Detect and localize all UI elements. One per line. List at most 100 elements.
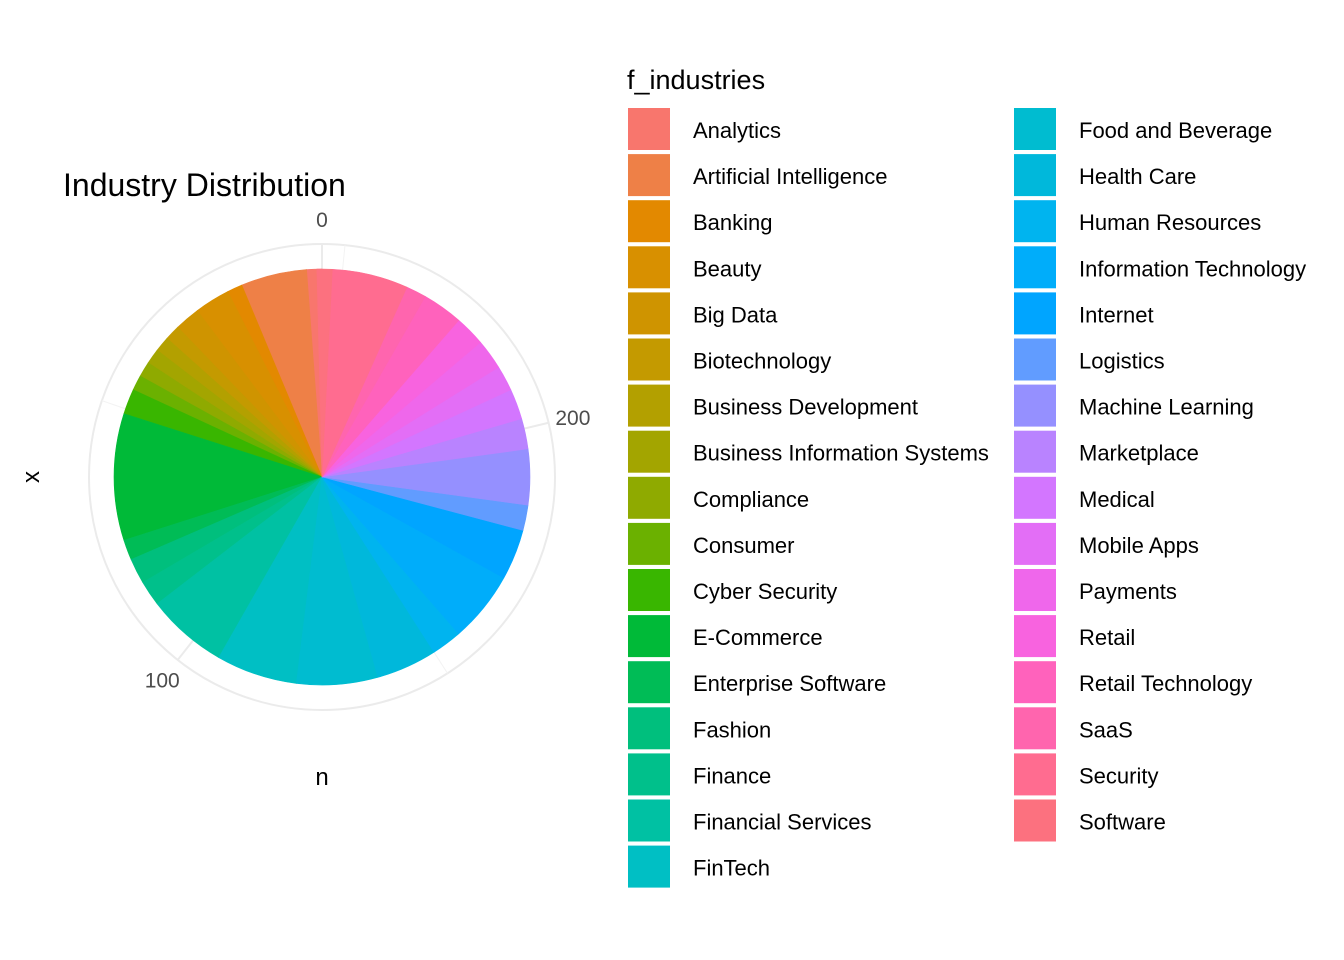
legend-key-swatch [628,384,670,427]
legend-key-swatch [1014,522,1056,565]
legend-item-label: Human Resources [1079,210,1261,235]
legend-item-enterprise-software: Enterprise Software [628,661,886,704]
legend-key-swatch [628,569,670,611]
legend-item-food-and-beverage: Food and Beverage [1014,108,1272,150]
legend-item-label: Retail Technology [1079,671,1252,696]
legend-item-analytics: Analytics [628,108,781,150]
x-axis-label: n [315,764,328,791]
legend-item-retail-technology: Retail Technology [1014,661,1252,704]
legend-item-finance: Finance [628,753,771,796]
legend-item-banking: Banking [628,200,773,243]
legend-item-business-information-systems: Business Information Systems [628,430,989,473]
legend-item-label: Artificial Intelligence [693,164,887,189]
legend-key-swatch [1014,707,1056,750]
legend-item-label: Enterprise Software [693,671,886,696]
legend-key-swatch [1014,615,1056,658]
legend-item-label: Security [1079,763,1158,788]
legend-key-swatch [1014,384,1056,427]
legend-key-swatch [628,845,670,888]
legend-item-label: Business Information Systems [693,441,989,466]
legend-item-label: Finance [693,763,771,788]
legend-item-artificial-intelligence: Artificial Intelligence [628,154,887,197]
legend-key-swatch [628,338,670,381]
legend-item-human-resources: Human Resources [1014,200,1261,243]
legend-item-label: Internet [1079,302,1154,327]
legend-item-big-data: Big Data [628,292,778,335]
legend-item-label: Information Technology [1079,256,1306,281]
legend-key-swatch [628,476,670,519]
legend-key-swatch [628,799,670,842]
legend-item-software: Software [1014,799,1166,842]
legend-item-security: Security [1014,753,1158,796]
legend-item-saas: SaaS [1014,707,1133,750]
legend-key-swatch [628,661,670,704]
legend-item-machine-learning: Machine Learning [1014,384,1254,427]
legend-item-biotechnology: Biotechnology [628,338,831,381]
legend-item-medical: Medical [1014,476,1155,519]
legend-key-swatch [628,108,670,150]
legend-item-compliance: Compliance [628,476,809,519]
pie-slice-software [316,268,333,478]
legend-item-label: FinTech [693,856,770,881]
legend-item-financial-services: Financial Services [628,799,872,842]
legend-key-swatch [628,707,670,750]
legend-item-label: Compliance [693,487,809,512]
legend-item-label: Health Care [1079,164,1196,189]
legend-item-internet: Internet [1014,292,1154,335]
legend-key-swatch [1014,200,1056,243]
theta-tick-label: 200 [555,407,590,430]
legend-key-swatch [1014,108,1056,150]
pie-slice-e-commerce [113,413,323,541]
legend-item-label: Marketplace [1079,441,1199,466]
legend-item-cyber-security: Cyber Security [628,569,837,611]
legend-key-swatch [1014,154,1056,197]
legend-item-payments: Payments [1014,569,1177,611]
pie-slices [113,268,531,686]
legend-key-swatch [1014,292,1056,335]
legend-item-label: Business Development [693,395,918,420]
y-axis-label: x [18,471,45,483]
legend-key-swatch [1014,569,1056,611]
legend-item-label: Payments [1079,579,1177,604]
legend-item-label: Software [1079,810,1166,835]
theta-tick-label: 0 [316,209,328,232]
legend-item-label: Big Data [693,302,778,327]
legend-item-label: Beauty [693,256,762,281]
legend-item-label: Food and Beverage [1079,118,1272,143]
legend-item-e-commerce: E-Commerce [628,615,823,658]
legend-item-label: Cyber Security [693,579,837,604]
legend-key-swatch [1014,246,1056,289]
legend-item-label: Retail [1079,625,1135,650]
legend-item-label: Analytics [693,118,781,143]
legend-key-swatch [628,154,670,197]
legend-title: f_industries [627,65,765,95]
legend-item-label: SaaS [1079,717,1133,742]
legend-item-label: Mobile Apps [1079,533,1199,558]
legend-item-fashion: Fashion [628,707,771,750]
legend: Analytics Artificial Intelligence Banking B… [628,108,1306,888]
legend-item-fintech: FinTech [628,845,770,888]
legend-item-label: Biotechnology [693,349,831,374]
legend-item-business-development: Business Development [628,384,918,427]
legend-item-label: Fashion [693,717,771,742]
legend-key-swatch [1014,338,1056,381]
legend-key-swatch [628,200,670,243]
legend-item-logistics: Logistics [1014,338,1165,381]
legend-item-mobile-apps: Mobile Apps [1014,522,1199,565]
legend-key-swatch [628,522,670,565]
legend-key-swatch [628,753,670,796]
legend-item-retail: Retail [1014,615,1135,658]
legend-item-consumer: Consumer [628,522,794,565]
legend-key-swatch [1014,753,1056,796]
legend-key-swatch [628,430,670,473]
legend-key-swatch [1014,430,1056,473]
legend-item-marketplace: Marketplace [1014,430,1199,473]
theta-tick-label: 100 [145,670,180,693]
legend-key-swatch [1014,799,1056,842]
legend-item-label: Machine Learning [1079,395,1254,420]
legend-item-label: E-Commerce [693,625,823,650]
legend-item-information-technology: Information Technology [1014,246,1306,289]
theta-tick-labels: 0 100 200 [145,209,591,693]
legend-item-label: Consumer [693,533,794,558]
